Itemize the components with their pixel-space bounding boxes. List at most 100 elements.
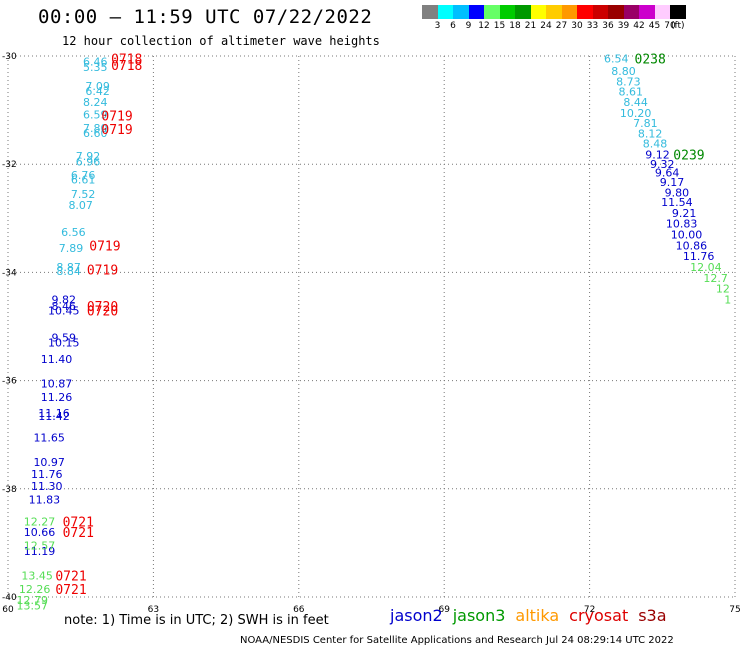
wave-height-point: 11.30 [31,480,63,493]
footer-note: note: 1) Time is in UTC; 2) SWH is in fe… [64,613,329,628]
legend-item: jason2 [390,606,443,625]
wave-height-point: 7.81 [633,117,658,130]
wave-height-point: 13.45 [21,569,53,582]
wave-height-point: 8.61 [619,86,644,99]
chart-subtitle: 12 hour collection of altimeter wave hei… [62,34,380,48]
color-scale-label: 39 [617,21,630,31]
time-label: 0719 [89,239,120,254]
wave-height-point: 10.86 [676,239,708,252]
color-scale-cell [639,5,655,19]
wave-height-point: 6.56 [61,226,86,239]
wave-height-point: 12.7 [703,272,728,285]
time-label: 0721 [63,515,94,530]
wave-height-point: 8.48 [643,138,668,151]
color-scale-cell [623,5,639,19]
wave-height-point: 11.42 [38,410,70,423]
wave-height-point: 10.83 [666,218,698,231]
x-tick-label: 63 [148,605,159,615]
color-scale-label: 33 [586,21,599,31]
color-scale-cell [530,5,546,19]
wave-height-point: 10.87 [41,377,73,390]
color-scale-cell [546,5,562,19]
wave-height-point: 10.97 [33,456,65,469]
color-scale-cells [422,5,686,19]
time-label: 0721 [63,526,94,541]
x-tick-label: 60 [2,605,14,615]
color-scale-labels: 3 6 9 12 15 18 21 24 27 30 33 36 39 42 45 70 (ft) [422,19,686,31]
color-scale-cell [577,5,593,19]
wave-height-point: 9.59 [51,331,76,344]
wave-height-point: 9.64 [655,166,680,179]
wave-height-point: 6.42 [85,85,110,98]
wave-height-point: 11.16 [38,407,70,420]
time-label: 0721 [55,569,86,584]
wave-height-point: 10.20 [620,107,652,120]
time-label: 0719 [101,123,132,138]
wave-height-point: 7.92 [76,150,101,163]
color-scale-label: 18 [509,21,521,31]
color-scale-label: 42 [633,21,645,31]
color-scale-cell [670,5,686,19]
wave-height-point: 6.59 [83,108,108,121]
wave-height-point: 12.79 [16,594,48,607]
y-tick-label: -30 [2,52,17,62]
y-tick-label: -34 [2,268,17,278]
wave-height-point: 7.52 [71,188,96,201]
time-label: 0719 [87,264,118,279]
y-tick-label: -32 [2,160,17,170]
time-label: 0721 [55,583,86,598]
wave-height-point: 8.24 [83,96,108,109]
time-label: 0718 [111,59,142,74]
color-scale-label: 27 [555,21,568,31]
time-label: 0239 [673,148,704,163]
color-scale-cell [592,5,608,19]
color-scale-label: 3 [434,21,441,31]
time-label: 0238 [635,53,666,68]
wave-height-point: 11.76 [683,250,715,263]
wave-height-point: 6.54 [604,53,629,66]
wave-height-point: 12.27 [24,515,56,528]
wave-height-point: 12.04 [690,261,722,274]
wave-height-point: 11.65 [33,431,65,444]
legend-item: altika [515,606,560,625]
color-scale-label: 36 [602,21,614,31]
wave-height-point: 7.09 [85,80,110,93]
wave-height-point: 6.60 [83,127,108,140]
color-scale-cell [499,5,515,19]
wave-height-point: 8.44 [623,96,648,109]
color-scale-label: (ft) [670,21,685,31]
page-title: 00:00 – 11:59 UTC 07/22/2022 [38,6,373,28]
time-label: 0718 [111,53,142,68]
color-scale-cell [484,5,500,19]
wave-height-point: 13.57 [16,600,48,613]
color-scale-label: 21 [524,21,537,31]
color-scale-cell [515,5,531,19]
wave-height-point: 9.12 [645,148,670,161]
color-scale-label: 9 [465,21,472,31]
wave-height-point: 11.26 [41,391,73,404]
legend-item: cryosat [569,606,629,625]
x-tick-label: 69 [438,605,450,615]
color-scale-cell [437,5,453,19]
x-tick-label: 72 [584,605,595,615]
wave-height-point: 9.80 [665,186,690,199]
footer-credit: NOAA/NESDIS Center for Satellite Applica… [240,635,674,646]
wave-height-point: 9.82 [51,293,76,306]
color-scale-label: 6 [450,21,456,31]
time-label: 0719 [101,110,132,125]
wave-height-point: 10.66 [24,526,56,539]
wave-height-point: 10.00 [671,229,703,242]
y-tick-label: -36 [2,377,17,387]
wave-height-point: 9.21 [672,207,697,220]
wave-height-point: 10.45 [48,304,80,317]
color-scale-cell [608,5,624,19]
color-scale-cell [468,5,484,19]
wave-height-point: 6.61 [71,173,96,186]
wave-height-point: 7.89 [59,242,84,255]
color-scale-cell [561,5,577,19]
wave-height-point: 11.40 [41,353,73,366]
time-label: 0720 [87,300,118,315]
color-scale-label: 45 [648,21,661,31]
wave-height-point: 8.12 [638,127,663,140]
color-scale-label: 24 [540,21,552,31]
